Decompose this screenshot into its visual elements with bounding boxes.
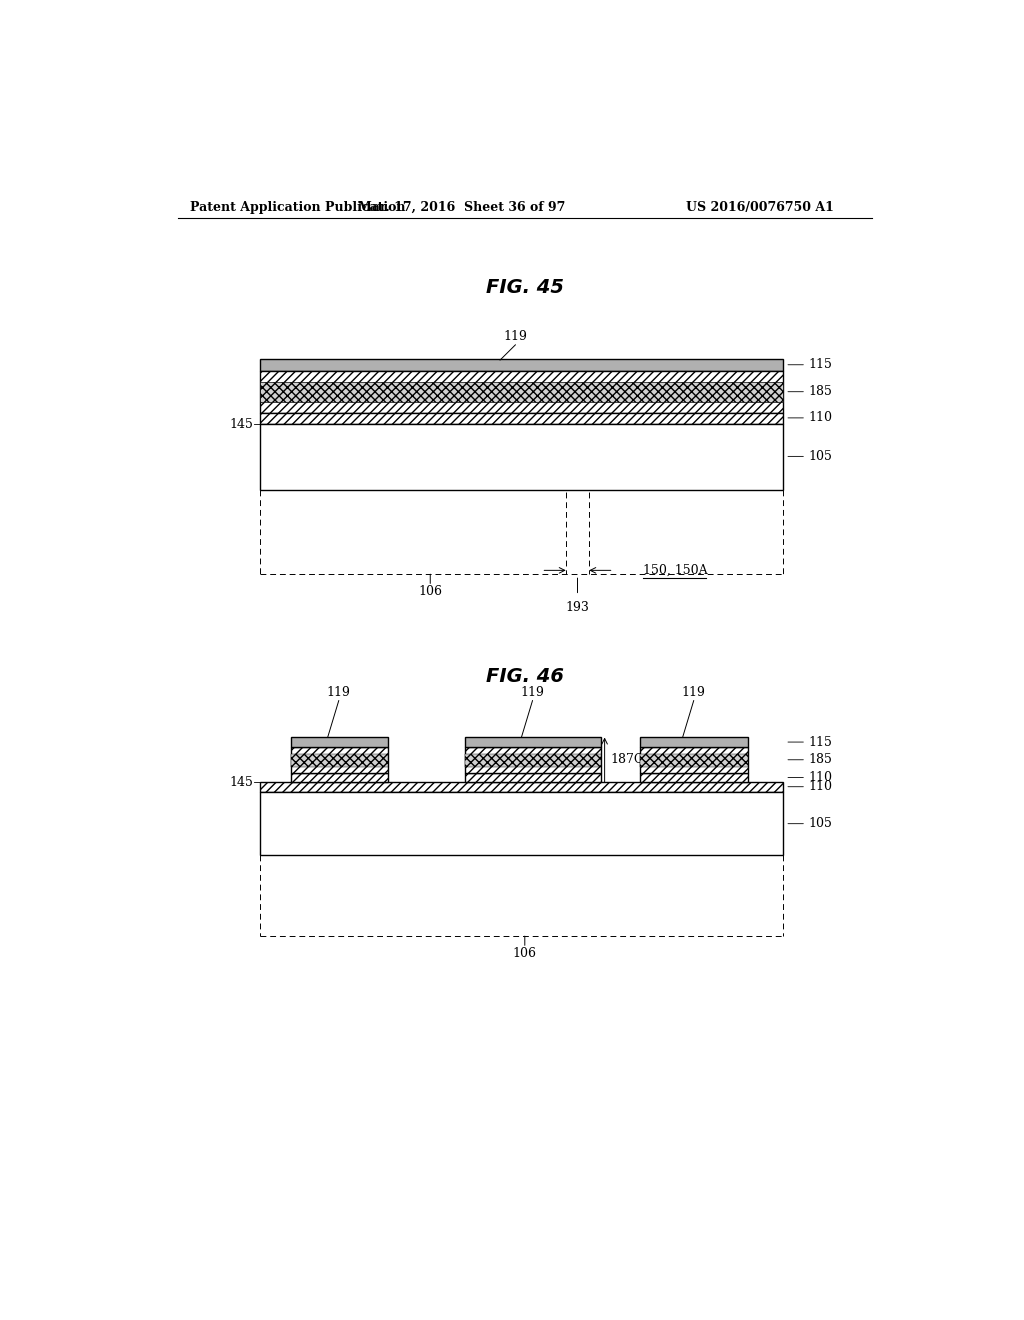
Bar — [260, 371, 783, 412]
Text: 106: 106 — [418, 585, 442, 598]
Text: 193: 193 — [565, 601, 590, 614]
Bar — [465, 754, 601, 767]
Bar — [291, 754, 388, 767]
Text: 119: 119 — [327, 686, 351, 700]
Text: Mar. 17, 2016  Sheet 36 of 97: Mar. 17, 2016 Sheet 36 of 97 — [357, 201, 565, 214]
Bar — [291, 747, 388, 774]
Text: 106: 106 — [513, 946, 537, 960]
Text: 145: 145 — [229, 417, 254, 430]
Bar — [465, 738, 601, 747]
Text: 119: 119 — [520, 686, 545, 700]
Text: 187C: 187C — [611, 754, 644, 767]
Bar — [260, 781, 783, 792]
Text: 105: 105 — [809, 450, 833, 463]
Bar — [640, 754, 748, 767]
Text: 119: 119 — [682, 686, 706, 700]
Bar — [291, 738, 388, 747]
Text: 119: 119 — [504, 330, 527, 343]
Text: 105: 105 — [809, 817, 833, 830]
Bar — [260, 413, 783, 424]
Bar — [640, 747, 748, 774]
Text: 110: 110 — [809, 780, 833, 793]
Text: 115: 115 — [809, 735, 833, 748]
Bar — [260, 381, 783, 401]
Text: 145: 145 — [229, 776, 254, 788]
Text: 185: 185 — [809, 754, 833, 767]
Text: 185: 185 — [809, 385, 833, 399]
Bar — [260, 424, 783, 490]
Text: 110: 110 — [809, 412, 833, 425]
Bar — [260, 792, 783, 855]
Bar — [640, 738, 748, 747]
Text: 150, 150A: 150, 150A — [643, 564, 708, 577]
Text: 110: 110 — [809, 771, 833, 784]
Text: 115: 115 — [809, 358, 833, 371]
Text: FIG. 45: FIG. 45 — [485, 277, 564, 297]
Text: US 2016/0076750 A1: US 2016/0076750 A1 — [686, 201, 834, 214]
Text: Patent Application Publication: Patent Application Publication — [190, 201, 406, 214]
Bar — [260, 359, 783, 371]
Bar — [640, 774, 748, 781]
Text: FIG. 46: FIG. 46 — [485, 667, 564, 685]
Bar — [465, 747, 601, 774]
Bar — [291, 774, 388, 781]
Bar — [465, 774, 601, 781]
